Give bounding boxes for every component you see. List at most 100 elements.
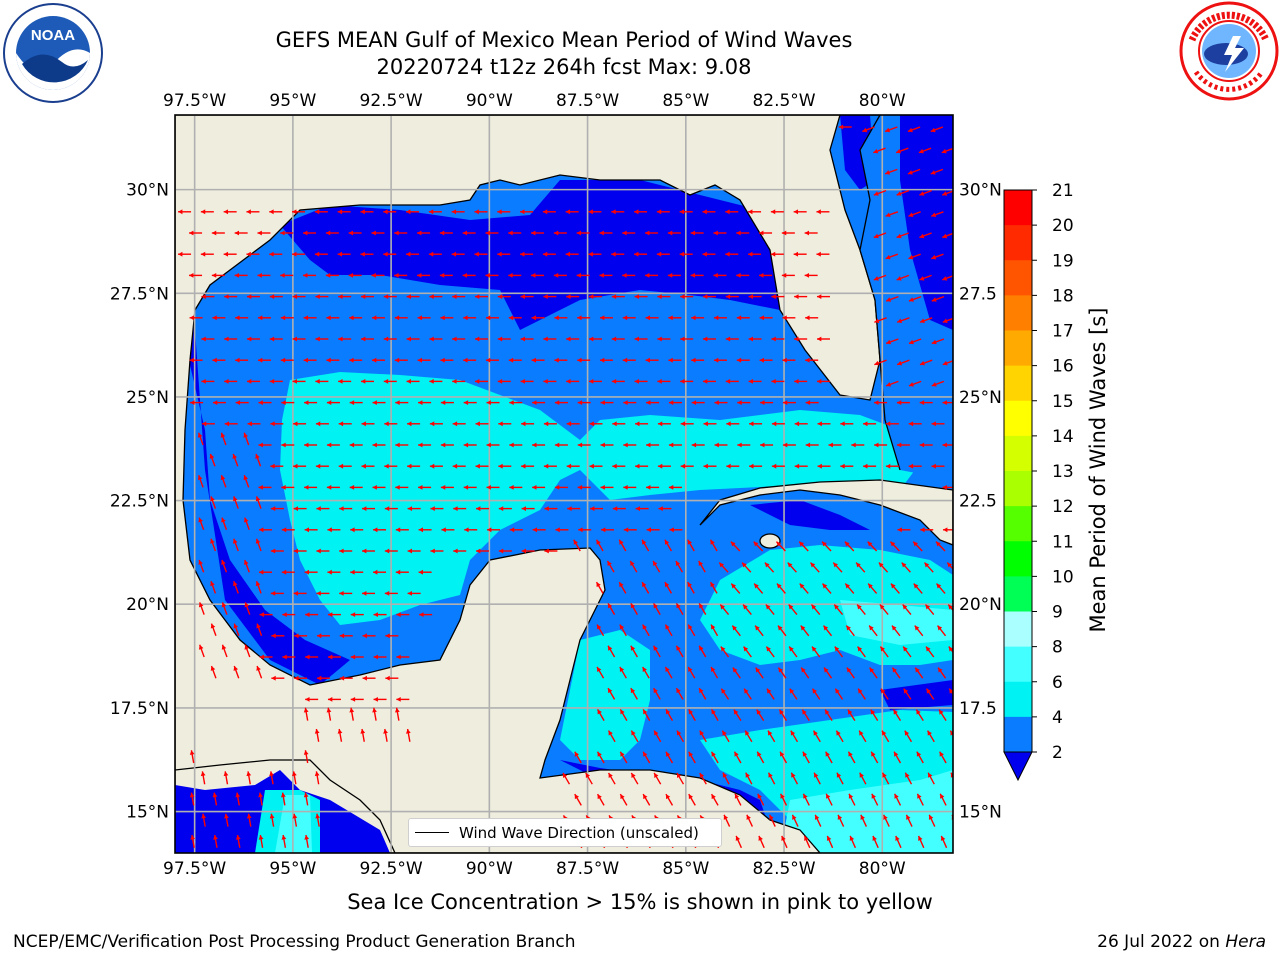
wind-arrow-head [688,709,694,715]
wind-arrow-head [643,709,648,715]
wind-arrow-head [339,633,345,639]
wind-arrow-head [246,771,252,777]
wind-arrow-head [463,315,468,321]
wind-arrow-head [782,400,788,405]
wind-arrow-head [315,813,321,819]
wind-arrow-head [314,251,320,257]
wind-arrow-head [903,646,908,652]
wind-arrow-head [896,442,902,448]
wind-arrow-head [280,357,286,363]
wind-arrow-head [303,315,308,321]
wind-arrow-head [890,583,896,589]
wind-arrow-head [736,230,741,236]
wind-arrow-head [824,667,829,673]
wind-arrow-head [395,442,400,448]
wind-arrow-head [883,814,888,820]
wind-arrow-head [257,357,263,363]
lat-tick-label: 15°N [959,803,1002,823]
wind-arrow-head [642,666,647,672]
colorbar-tick-label: 18 [1052,286,1074,306]
wind-arrow-head [303,273,308,278]
wind-arrow-head [475,463,480,469]
wind-arrow-head [634,294,639,299]
wind-arrow-head [326,315,331,321]
wind-arrow-head [258,792,263,798]
wind-arrow-head [768,772,773,778]
wind-arrow-head [293,421,298,427]
wind-arrow-head [212,357,217,363]
wind-arrow-head [566,421,572,427]
wind-arrow-head [642,624,647,630]
wind-arrow-head [212,792,218,798]
wind-arrow-head [930,170,936,175]
wind-arrow-head [327,569,332,575]
colorbar-segment [1004,681,1032,718]
wind-arrow-head [942,318,948,323]
wind-arrow-head [339,675,345,681]
wind-arrow-head [601,527,606,533]
wind-arrow-head [919,360,925,366]
wind-arrow-head [463,400,469,405]
wind-arrow-head [873,276,879,281]
wind-arrow-head [294,633,299,639]
wind-arrow-head [362,591,367,596]
wind-arrow-head [589,463,594,469]
wind-arrow-head [497,251,502,257]
wind-arrow-head [304,400,309,405]
wind-arrow-head [757,751,762,757]
wind-arrow-head [200,251,206,257]
wind-arrow-head [282,612,287,617]
wind-arrow-head [623,485,628,490]
wind-arrow-head [474,379,480,384]
wind-arrow-head [619,624,625,630]
wind-arrow-head [676,688,681,694]
wind-arrow-head [293,591,299,596]
wind-arrow-head [702,379,708,384]
wind-arrow-head [759,357,764,363]
lon-tick-label: 90°W [466,91,513,111]
wind-arrow-head [531,273,536,278]
wind-arrow-head [349,357,354,363]
wind-arrow-head [654,730,659,736]
wind-arrow-head [848,751,853,757]
wind-arrow-head [577,485,583,490]
wind-arrow-head [725,379,731,384]
wind-arrow-head [787,562,793,568]
wind-arrow-head [385,675,390,681]
colorbar-segment [1004,260,1032,296]
wind-arrow-head [665,624,670,630]
wind-arrow-head [803,793,808,799]
wind-arrow-head [816,251,821,257]
wind-arrow-head [235,400,241,405]
wind-arrow-head [233,665,239,671]
wind-arrow-head [802,709,807,715]
wind-arrow-head [867,541,873,547]
wind-arrow-head [894,793,899,799]
wind-arrow-head [233,581,238,587]
wind-arrow-head [908,463,914,469]
wind-arrow-head [942,360,948,366]
colorbar-segment [1004,541,1032,577]
wind-arrow-head [316,506,321,511]
wind-arrow-head [702,294,708,299]
wind-arrow-head [846,667,852,673]
wind-arrow-head [440,315,445,321]
wind-arrow-head [942,442,947,448]
wind-arrow-head [699,688,704,694]
colorbar-segment [1004,295,1032,331]
wind-arrow-head [234,273,240,278]
wind-arrow-head [574,794,580,800]
wind-arrow-head [210,581,215,587]
wind-arrow-head [645,230,650,236]
wind-arrow-head [868,583,873,589]
wind-arrow-head [816,209,821,215]
wind-arrow-head [844,541,850,547]
wind-arrow-head [902,604,908,610]
wind-arrow-head [294,675,299,681]
wind-arrow-head [451,251,457,257]
wind-arrow-head [544,548,549,554]
wind-arrow-head [589,421,594,427]
map-area [175,115,953,853]
wind-arrow-head [440,485,446,490]
wind-arrow-head [255,538,261,544]
